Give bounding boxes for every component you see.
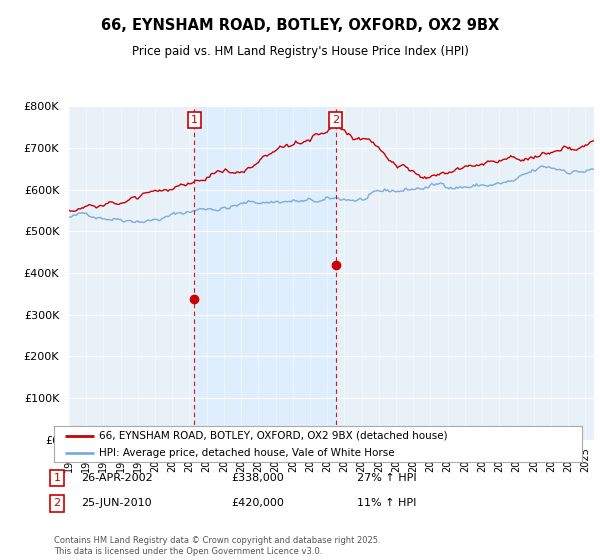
Text: £338,000: £338,000 <box>231 473 284 483</box>
Text: £420,000: £420,000 <box>231 498 284 508</box>
Text: 66, EYNSHAM ROAD, BOTLEY, OXFORD, OX2 9BX (detached house): 66, EYNSHAM ROAD, BOTLEY, OXFORD, OX2 9B… <box>99 431 448 441</box>
Text: 1: 1 <box>191 115 198 125</box>
Text: 2: 2 <box>332 115 339 125</box>
Text: Price paid vs. HM Land Registry's House Price Index (HPI): Price paid vs. HM Land Registry's House … <box>131 45 469 58</box>
Text: 26-APR-2002: 26-APR-2002 <box>81 473 153 483</box>
Text: 11% ↑ HPI: 11% ↑ HPI <box>357 498 416 508</box>
Text: 66, EYNSHAM ROAD, BOTLEY, OXFORD, OX2 9BX: 66, EYNSHAM ROAD, BOTLEY, OXFORD, OX2 9B… <box>101 18 499 33</box>
Text: 1: 1 <box>53 473 61 483</box>
Bar <box>194 106 335 440</box>
Text: 2: 2 <box>53 498 61 508</box>
Text: 27% ↑ HPI: 27% ↑ HPI <box>357 473 416 483</box>
Text: HPI: Average price, detached house, Vale of White Horse: HPI: Average price, detached house, Vale… <box>99 448 395 458</box>
Text: 25-JUN-2010: 25-JUN-2010 <box>81 498 152 508</box>
Text: Contains HM Land Registry data © Crown copyright and database right 2025.
This d: Contains HM Land Registry data © Crown c… <box>54 536 380 556</box>
